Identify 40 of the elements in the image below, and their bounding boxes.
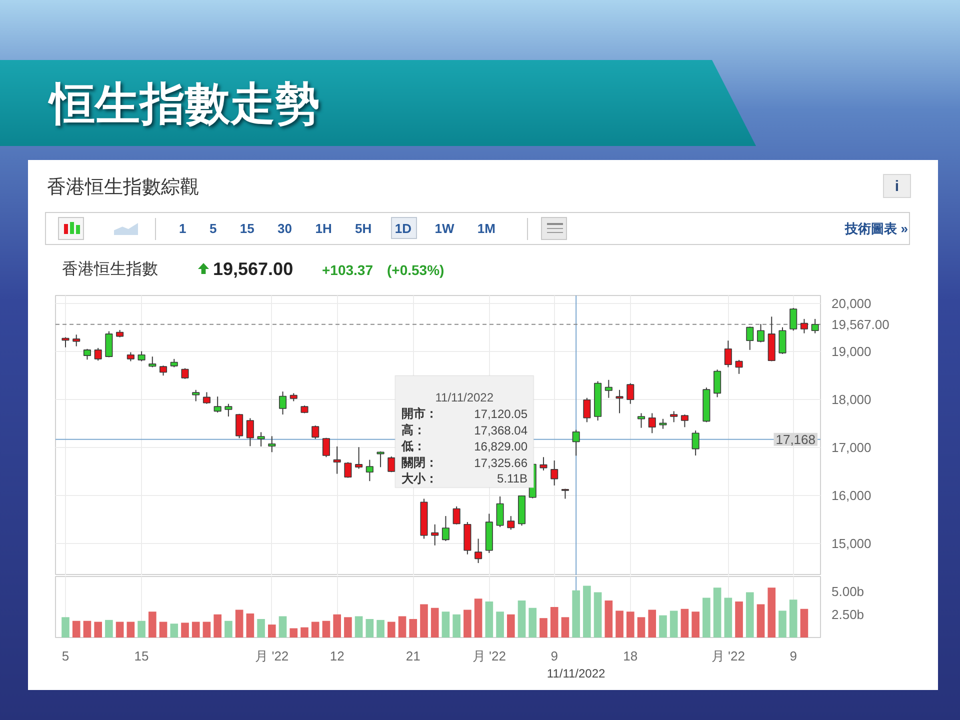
chart-title: 恒生指數走勢 [50,77,320,131]
annotation: 17,120.05 [474,407,528,422]
x-tick-label: 月 '22 [255,648,289,664]
x-tick-label: 9 [790,648,797,664]
annotation: 開市： [401,406,438,421]
text: (+0.53%) [387,261,444,280]
text: +103.37 [322,261,373,280]
text: i [883,174,911,198]
text: 1 5 15 30 1H 5H 1D 1W 1M [179,221,496,237]
annotation: 低： [400,439,426,454]
annotation: 17,368.04 [474,423,528,438]
text: 19,567.00 [213,258,294,281]
annotation: 17,325.66 [474,456,528,470]
y-tick-label: 20,000 [832,296,872,312]
x-tick-label: 18 [623,648,638,664]
y-tick-label: 19,000 [832,344,872,360]
x-tick-label: 15 [134,648,149,664]
annotation: 11/11/2022 [435,390,494,405]
ref-line-label: 17,168 [776,432,816,447]
y-tick-label: 5.00b [832,584,864,599]
x-tick-label: 月 '22 [472,648,506,664]
annotation: 16,829.00 [474,440,528,454]
x-tick-label: 12 [330,648,344,664]
text: 香港恒生指數 [62,260,158,280]
annotation: 大小： [401,472,438,486]
chart-subtitle: 香港恒生指數綜觀 [47,176,199,200]
x-tick-label: 5 [62,648,70,664]
annotation: 5.11B [497,472,528,486]
x-tick-label: 21 [406,648,420,664]
y-tick-label: 18,000 [832,392,872,408]
y-tick-label: 15,000 [832,536,872,551]
annotation: 高： [401,422,426,437]
y-tick-label: 2.50b [832,606,864,622]
text: 技術圖表 » [845,221,908,237]
x-tick-label: 9 [550,648,558,664]
y-tick-label: 17,000 [832,440,872,455]
x-tick-label: 月 '22 [711,648,745,664]
annotation: 關閉： [401,455,438,470]
ref-line-label: 19,567.00 [832,316,890,332]
y-tick-label: 16,000 [832,488,872,503]
